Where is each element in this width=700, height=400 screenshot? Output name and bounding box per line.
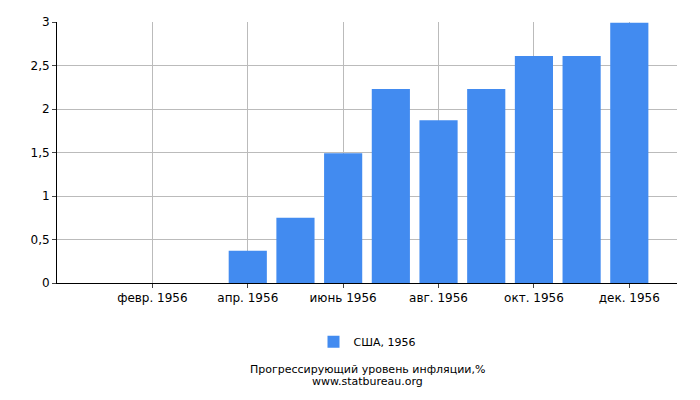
svg-text:0,5: 0,5 xyxy=(31,233,50,247)
svg-text:США, 1956: США, 1956 xyxy=(354,336,416,349)
svg-text:3: 3 xyxy=(42,15,50,29)
svg-text:2: 2 xyxy=(42,102,50,116)
svg-text:апр. 1956: апр. 1956 xyxy=(217,291,278,305)
svg-text:дек. 1956: дек. 1956 xyxy=(599,291,660,305)
svg-text:0: 0 xyxy=(42,276,50,290)
svg-text:1,5: 1,5 xyxy=(31,146,50,160)
svg-text:1: 1 xyxy=(42,189,50,203)
svg-text:www.statbureau.org: www.statbureau.org xyxy=(312,375,423,388)
svg-text:авг. 1956: авг. 1956 xyxy=(409,291,468,305)
svg-text:2,5: 2,5 xyxy=(31,59,50,73)
svg-text:февр. 1956: февр. 1956 xyxy=(117,291,188,305)
svg-text:Прогрессирующий уровень инфляц: Прогрессирующий уровень инфляции,% xyxy=(250,363,485,376)
svg-text:окт. 1956: окт. 1956 xyxy=(504,291,564,305)
svg-text:июнь 1956: июнь 1956 xyxy=(310,291,377,305)
